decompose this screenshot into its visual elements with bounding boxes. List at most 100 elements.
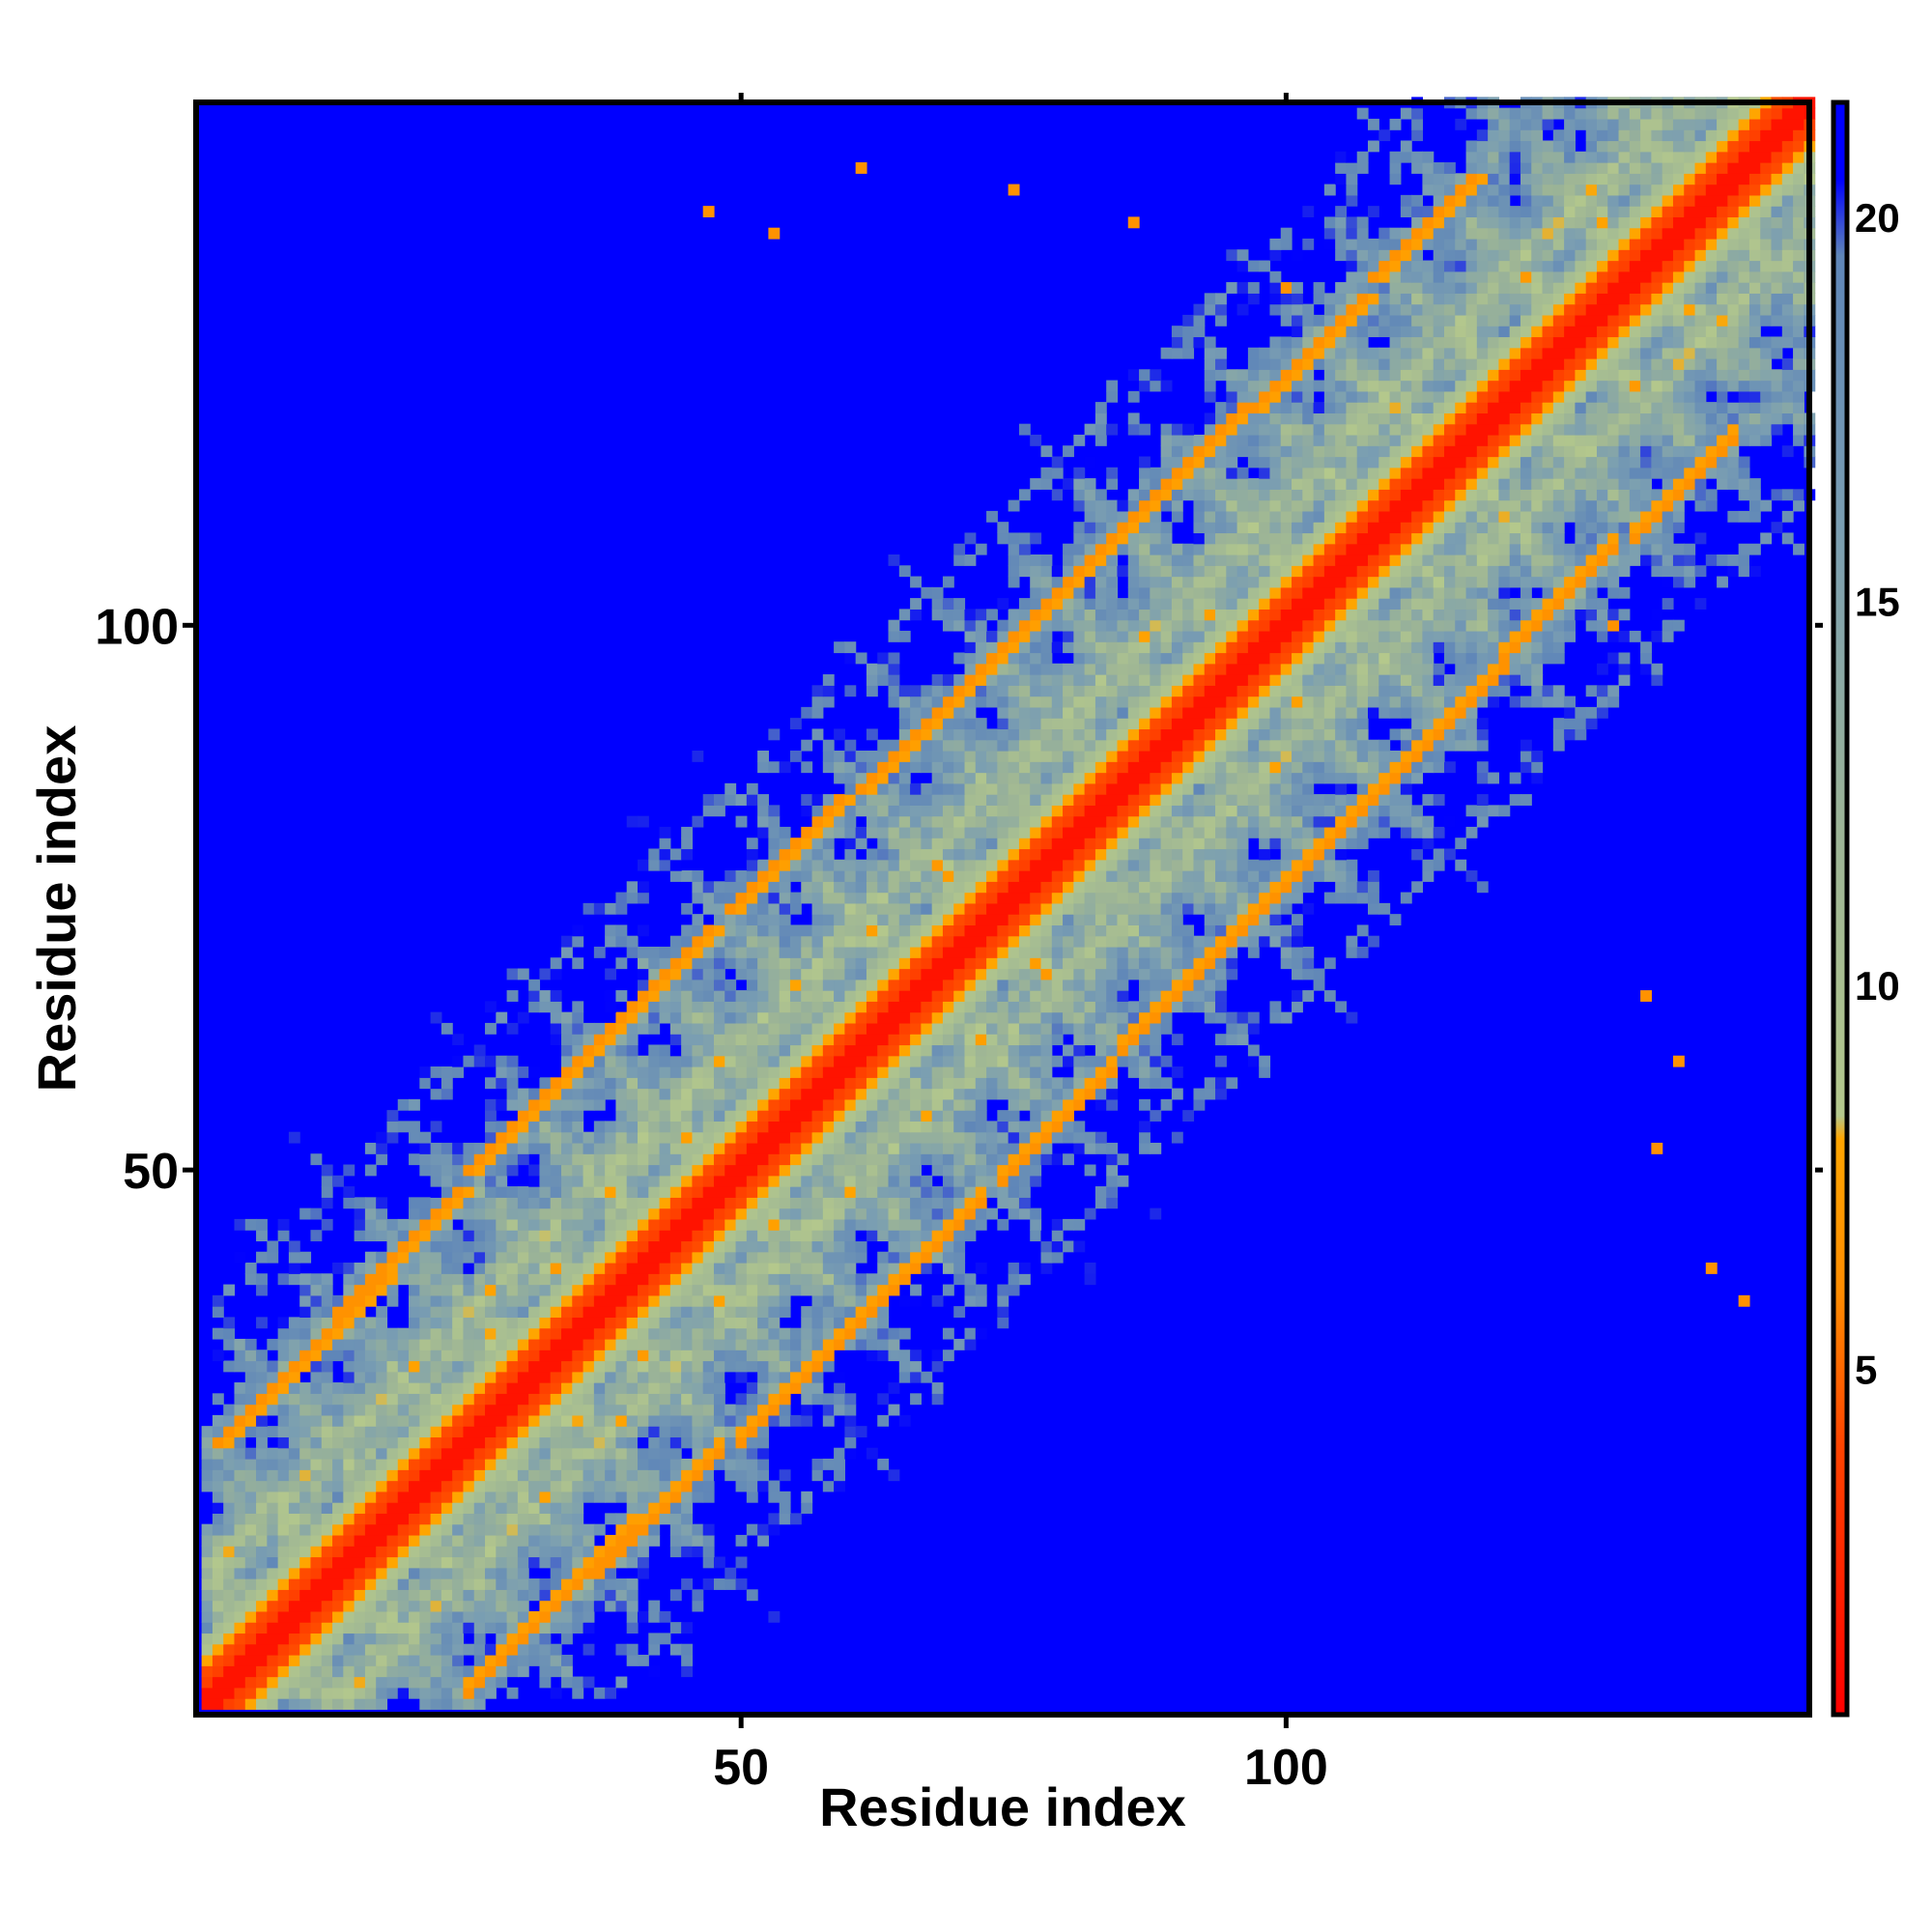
heatmap-cell: [997, 1055, 1009, 1067]
heatmap-cell: [605, 1077, 617, 1090]
heatmap-cell: [855, 892, 867, 904]
heatmap-cell: [376, 1251, 388, 1264]
heatmap-cell: [1259, 750, 1271, 762]
heatmap-cell: [669, 1523, 682, 1536]
heatmap-cell: [746, 1436, 758, 1449]
heatmap-cell: [801, 892, 813, 904]
heatmap-cell: [724, 914, 737, 926]
heatmap-cell: [953, 968, 966, 980]
heatmap-cell: [343, 1197, 355, 1209]
heatmap-cell: [768, 848, 781, 861]
heatmap-cell: [386, 1480, 399, 1492]
heatmap-cell: [1084, 1142, 1096, 1154]
heatmap-cell: [473, 1350, 486, 1362]
heatmap-cell: [299, 1643, 312, 1656]
heatmap-cell: [746, 914, 758, 926]
heatmap-cell: [1280, 892, 1293, 904]
heatmap-cell: [757, 761, 769, 774]
heatmap-cell: [931, 685, 944, 697]
heatmap-cell: [844, 761, 857, 774]
heatmap-cell: [1292, 739, 1303, 752]
heatmap-cell: [343, 1273, 355, 1286]
heatmap-cell: [1051, 870, 1064, 882]
heatmap-cell: [822, 1360, 835, 1373]
heatmap-cell: [681, 1382, 694, 1394]
heatmap-cell: [648, 1382, 661, 1394]
heatmap-cell: [244, 1371, 257, 1383]
heatmap-cell: [669, 1077, 682, 1090]
heatmap-cell: [669, 1218, 704, 1231]
heatmap-cell: [419, 1273, 432, 1286]
heatmap-cell: [746, 1098, 758, 1111]
heatmap-cell: [921, 1208, 933, 1220]
heatmap-cell: [593, 1240, 606, 1253]
heatmap-cell: [844, 1426, 857, 1438]
heatmap-cell: [735, 1218, 748, 1231]
heatmap-cell: [746, 848, 758, 861]
heatmap-cell: [1323, 772, 1336, 784]
heatmap-cell: [637, 979, 649, 991]
heatmap-cell: [212, 1523, 224, 1536]
heatmap-cell: [1139, 881, 1151, 894]
heatmap-cell: [1193, 859, 1206, 871]
heatmap-cell: [1018, 838, 1031, 850]
heatmap-cell: [801, 1273, 813, 1286]
heatmap-cell: [310, 1208, 323, 1220]
heatmap-cell: [539, 1382, 552, 1394]
heatmap-cell: [605, 1022, 617, 1035]
heatmap-cell: [735, 1022, 748, 1035]
heatmap-cell: [430, 1436, 442, 1449]
heatmap-cell: [1008, 1044, 1020, 1057]
heatmap-cell: [844, 1338, 857, 1350]
heatmap-cell: [931, 1240, 944, 1253]
heatmap-cell: [517, 1011, 529, 1024]
heatmap-cell: [866, 772, 878, 784]
heatmap-cell: [681, 1121, 694, 1133]
heatmap-cell: [746, 946, 758, 958]
heatmap-cell: [768, 1306, 781, 1318]
heatmap-cell: [702, 892, 715, 904]
heatmap-cell: [942, 1186, 954, 1198]
heatmap-cell: [593, 1393, 606, 1406]
heatmap-cell: [1040, 1098, 1053, 1111]
heatmap-cell: [1094, 870, 1107, 882]
heatmap-cell: [1008, 739, 1020, 752]
heatmap-cell: [430, 1294, 442, 1307]
heatmap-cell: [354, 1665, 366, 1678]
heatmap-cell: [582, 1044, 595, 1057]
heatmap-cell: [419, 1153, 432, 1166]
heatmap-cell: [746, 1327, 758, 1340]
heatmap-cell: [572, 1600, 584, 1612]
heatmap-cell: [735, 1197, 748, 1209]
heatmap-cell: [811, 1131, 824, 1144]
heatmap-cell: [321, 1698, 333, 1710]
heatmap-cell: [364, 1197, 377, 1209]
heatmap-cell: [463, 1643, 475, 1656]
heatmap-cell: [789, 750, 802, 762]
heatmap-cell: [692, 1600, 704, 1612]
heatmap-cell: [288, 1469, 300, 1482]
heatmap-cell: [1117, 1034, 1129, 1046]
heatmap-cell: [430, 1665, 442, 1678]
heatmap-cell: [332, 1534, 344, 1547]
heatmap-cell: [615, 1469, 628, 1482]
heatmap-cell: [1520, 739, 1532, 752]
heatmap-cell: [942, 914, 954, 926]
heatmap-cell: [844, 946, 857, 958]
heatmap-cell: [844, 1294, 857, 1307]
heatmap-cell: [1094, 902, 1107, 915]
heatmap-cell: [1030, 848, 1042, 861]
heatmap-cell: [1051, 1251, 1064, 1264]
heatmap-cell: [801, 1142, 813, 1154]
heatmap-cell: [724, 1164, 758, 1177]
heatmap-cell: [1215, 815, 1227, 828]
heatmap-cell: [669, 1338, 682, 1350]
heatmap-cell: [692, 1404, 704, 1416]
heatmap-cell: [681, 924, 694, 937]
heatmap-cell: [1094, 826, 1107, 838]
heatmap-cell: [550, 1480, 562, 1492]
heatmap-cell: [713, 1131, 725, 1144]
heatmap-cell: [267, 1600, 279, 1612]
heatmap-cell: [452, 1665, 465, 1678]
heatmap-cell: [1204, 979, 1216, 991]
